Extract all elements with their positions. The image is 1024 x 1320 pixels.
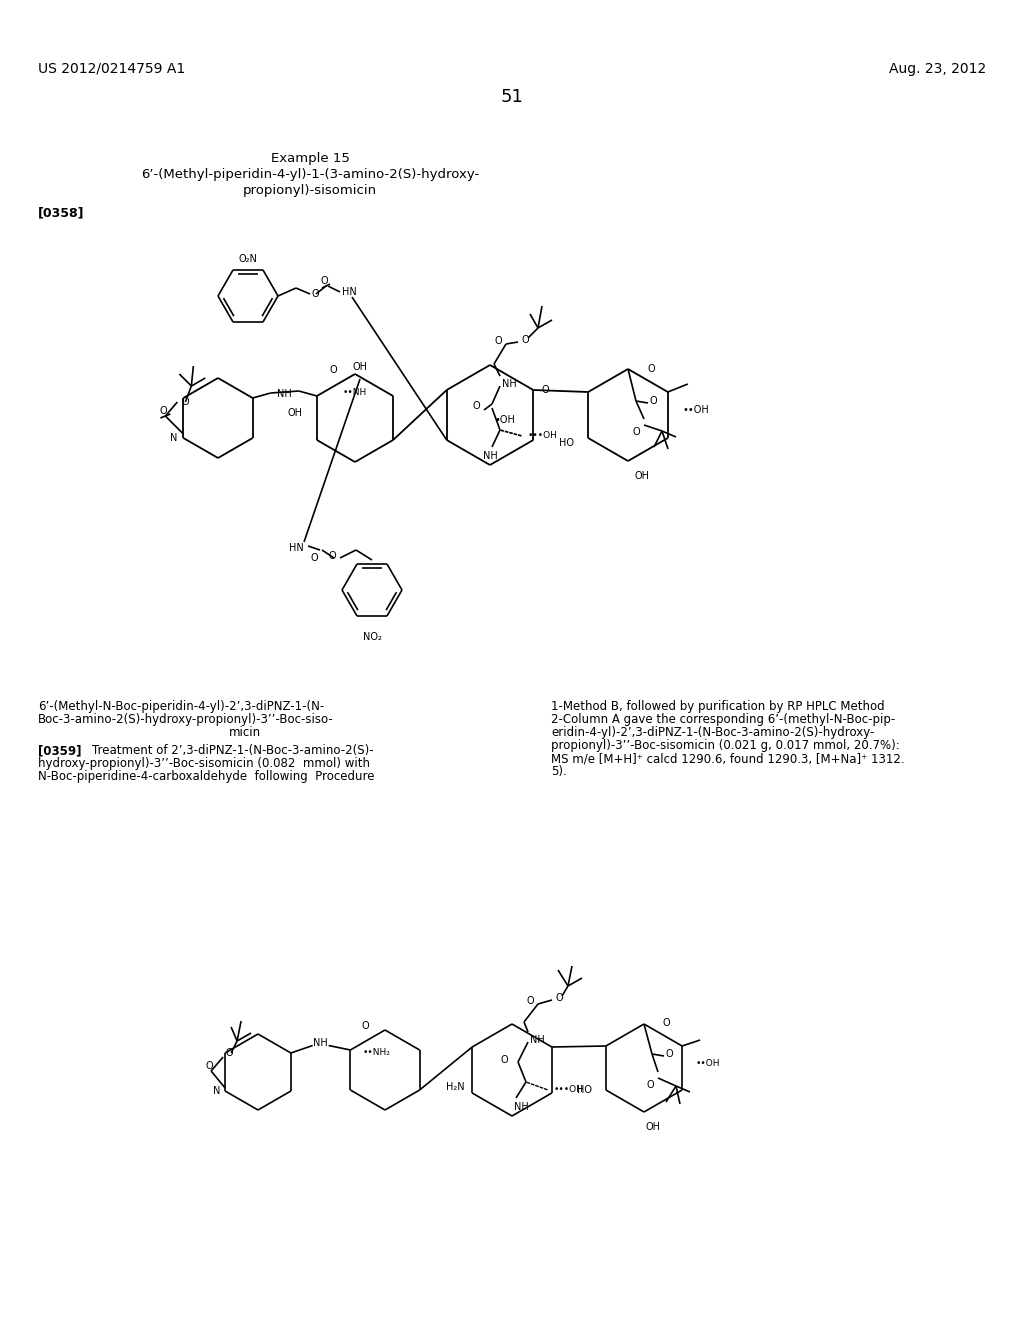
Text: N: N	[213, 1086, 220, 1096]
Text: NH: NH	[514, 1102, 528, 1111]
Text: O: O	[522, 335, 529, 345]
Text: O: O	[181, 397, 189, 407]
Text: O: O	[542, 385, 549, 395]
Text: O: O	[310, 553, 318, 564]
Text: O: O	[495, 337, 502, 346]
Text: O: O	[663, 1018, 670, 1028]
Text: 51: 51	[501, 88, 523, 106]
Text: O: O	[225, 1048, 232, 1059]
Text: •••OH: •••OH	[528, 430, 558, 440]
Text: ••NH₂: ••NH₂	[364, 1048, 391, 1057]
Text: O: O	[472, 401, 480, 411]
Text: OH: OH	[288, 408, 303, 418]
Text: eridin-4-yl)-2’,3-diPNZ-1-(N-Boc-3-amino-2(S)-hydroxy-: eridin-4-yl)-2’,3-diPNZ-1-(N-Boc-3-amino…	[551, 726, 874, 739]
Text: O: O	[321, 276, 328, 286]
Text: Example 15: Example 15	[270, 152, 349, 165]
Text: HN: HN	[289, 543, 304, 553]
Text: N: N	[170, 433, 177, 444]
Text: N-Boc-piperidine-4-carboxaldehyde  following  Procedure: N-Boc-piperidine-4-carboxaldehyde follow…	[38, 770, 375, 783]
Text: NH: NH	[313, 1038, 328, 1048]
Text: Boc-3-amino-2(S)-hydroxy-propionyl)-3’’-Boc-siso-: Boc-3-amino-2(S)-hydroxy-propionyl)-3’’-…	[38, 713, 334, 726]
Text: 2-Column A gave the corresponding 6’-(methyl-N-Boc-pip-: 2-Column A gave the corresponding 6’-(me…	[551, 713, 895, 726]
Text: 6’-(Methyl-N-Boc-piperidin-4-yl)-2’,3-diPNZ-1-(N-: 6’-(Methyl-N-Boc-piperidin-4-yl)-2’,3-di…	[38, 700, 325, 713]
Text: •OH: •OH	[495, 414, 516, 425]
Text: •••OH: •••OH	[554, 1085, 584, 1093]
Text: O: O	[646, 1080, 653, 1090]
Text: HO: HO	[559, 438, 574, 447]
Text: [0358]: [0358]	[38, 206, 85, 219]
Text: NH: NH	[502, 379, 517, 389]
Text: OH: OH	[645, 1122, 660, 1133]
Text: NH: NH	[482, 451, 498, 461]
Text: O: O	[329, 550, 336, 561]
Text: O: O	[556, 993, 563, 1003]
Text: NH: NH	[530, 1035, 545, 1045]
Text: ••NH: ••NH	[343, 388, 368, 397]
Text: O: O	[647, 363, 654, 374]
Text: 5).: 5).	[551, 766, 566, 777]
Text: ••OH: ••OH	[696, 1060, 721, 1068]
Text: O: O	[501, 1055, 508, 1065]
Text: O: O	[329, 364, 337, 375]
Text: hydroxy-propionyl)-3’’-Boc-sisomicin (0.082  mmol) with: hydroxy-propionyl)-3’’-Boc-sisomicin (0.…	[38, 756, 370, 770]
Text: O: O	[526, 997, 534, 1006]
Text: HN: HN	[342, 286, 356, 297]
Text: H₂N: H₂N	[445, 1082, 464, 1092]
Text: OH: OH	[352, 362, 368, 372]
Text: micin: micin	[229, 726, 261, 739]
Text: O: O	[650, 396, 657, 407]
Text: ••OH: ••OH	[682, 405, 709, 414]
Text: Treatment of 2’,3-diPNZ-1-(N-Boc-3-amino-2(S)-: Treatment of 2’,3-diPNZ-1-(N-Boc-3-amino…	[92, 744, 374, 756]
Text: O₂N: O₂N	[239, 253, 257, 264]
Text: OH: OH	[634, 471, 649, 480]
Text: propionyl)-sisomicin: propionyl)-sisomicin	[243, 183, 377, 197]
Text: MS m/e [M+H]⁺ calcd 1290.6, found 1290.3, [M+Na]⁺ 1312.: MS m/e [M+H]⁺ calcd 1290.6, found 1290.3…	[551, 752, 904, 766]
Text: NH: NH	[278, 389, 292, 399]
Text: [0359]: [0359]	[38, 744, 82, 756]
Text: O: O	[361, 1022, 369, 1031]
Text: propionyl)-3’’-Boc-sisomicin (0.021 g, 0.017 mmol, 20.7%):: propionyl)-3’’-Boc-sisomicin (0.021 g, 0…	[551, 739, 900, 752]
Text: O: O	[632, 426, 640, 437]
Text: O: O	[666, 1049, 674, 1059]
Text: O: O	[160, 407, 167, 416]
Text: US 2012/0214759 A1: US 2012/0214759 A1	[38, 62, 185, 77]
Text: 6’-(Methyl-piperidin-4-yl)-1-(3-amino-2(S)-hydroxy-: 6’-(Methyl-piperidin-4-yl)-1-(3-amino-2(…	[141, 168, 479, 181]
Text: Aug. 23, 2012: Aug. 23, 2012	[889, 62, 986, 77]
Text: O: O	[312, 289, 319, 300]
Text: O: O	[205, 1061, 213, 1071]
Text: NO₂: NO₂	[362, 632, 381, 642]
Text: 1-Method B, followed by purification by RP HPLC Method: 1-Method B, followed by purification by …	[551, 700, 885, 713]
Text: HO: HO	[577, 1085, 592, 1096]
